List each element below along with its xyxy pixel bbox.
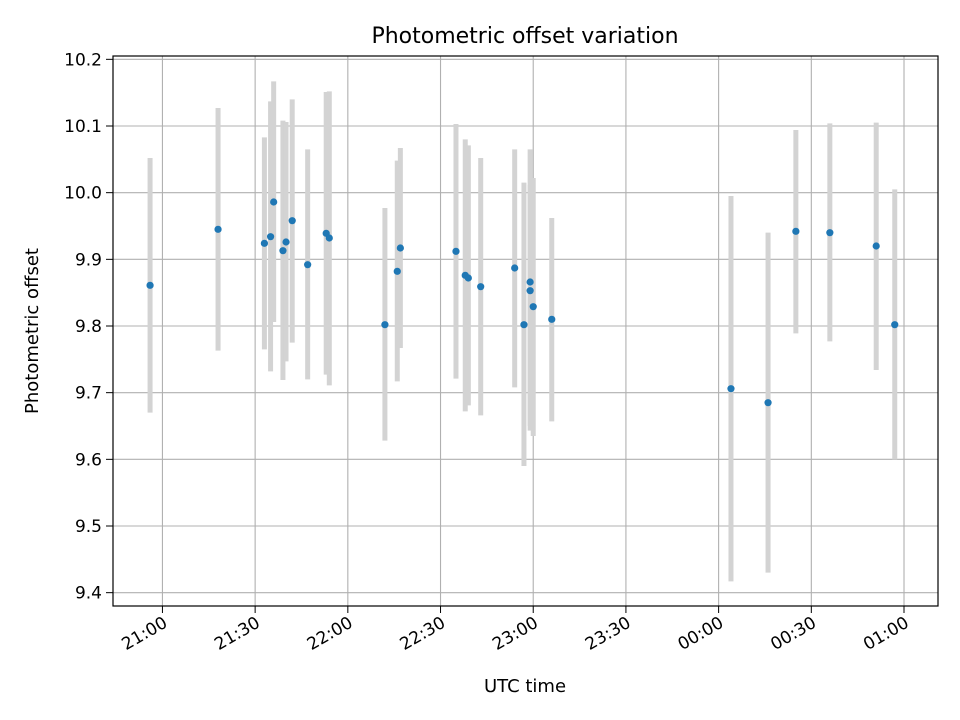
data-point: [282, 238, 290, 246]
data-point: [214, 225, 222, 233]
data-point: [260, 239, 269, 247]
y-tick-label: 10.0: [64, 184, 102, 204]
plot-frame: [112, 55, 939, 607]
data-point: [452, 247, 460, 255]
data-point: [529, 303, 537, 311]
data-point: [520, 321, 528, 329]
y-tick-label: 9.6: [75, 450, 102, 470]
data-point: [464, 274, 472, 282]
data-point: [548, 315, 556, 323]
data-point: [393, 267, 401, 275]
data-point: [304, 261, 312, 269]
y-tick-label: 10.1: [64, 117, 102, 137]
y-axis-label: Photometric offset: [22, 248, 43, 414]
data-point: [526, 287, 534, 295]
y-tick-label: 10.2: [64, 50, 102, 70]
data-point: [872, 242, 880, 250]
y-axis: 9.4 9.5 9.6 9.7 9.8 9.9 10.0 10.1 10.2: [64, 50, 113, 604]
data-point: [826, 229, 834, 237]
data-point: [396, 244, 404, 252]
x-axis-label: UTC time: [484, 676, 566, 697]
data-point: [511, 264, 519, 272]
data-points: [146, 198, 899, 407]
y-tick-label: 9.9: [75, 250, 102, 270]
data-point: [792, 227, 800, 235]
y-tick-label: 9.7: [75, 384, 102, 404]
data-point: [727, 385, 735, 393]
data-point: [270, 198, 278, 206]
data-point: [526, 278, 534, 286]
data-point: [146, 281, 154, 289]
data-point: [891, 321, 899, 329]
y-tick-label: 9.8: [75, 317, 102, 337]
data-point: [764, 399, 772, 407]
data-point: [381, 321, 389, 329]
data-point: [266, 233, 275, 241]
y-tick-label: 9.4: [75, 584, 102, 604]
data-point: [279, 247, 287, 255]
data-point: [325, 234, 333, 242]
chart-title: Photometric offset variation: [371, 24, 678, 49]
data-point: [288, 217, 296, 225]
y-tick-label: 9.5: [75, 517, 102, 537]
data-point: [477, 283, 485, 291]
